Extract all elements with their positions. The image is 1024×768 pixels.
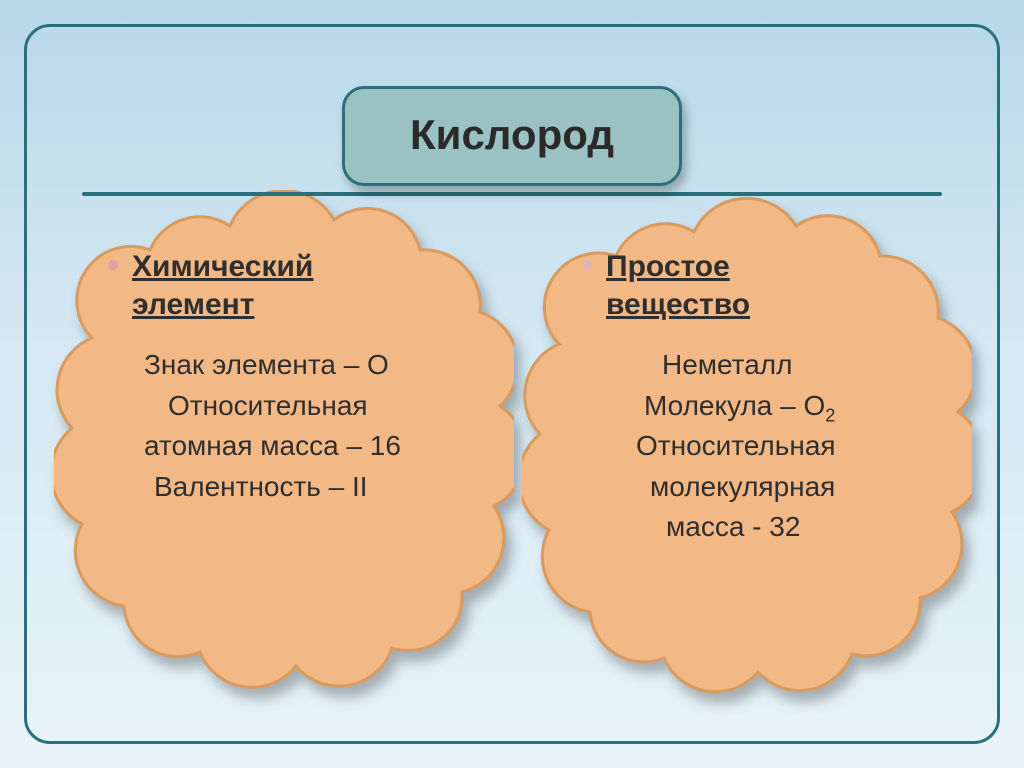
right-line-2-sub: 2 (825, 405, 835, 425)
right-line-3a: Относительная (636, 426, 952, 467)
right-cloud-content: Простое вещество Неметалл Молекула – O2 … (582, 248, 952, 548)
right-heading: Простое вещество (606, 248, 750, 323)
left-line-2b: атомная масса – 16 (144, 426, 488, 467)
right-heading-line2: вещество (606, 288, 750, 321)
left-heading: Химический элемент (132, 248, 313, 323)
right-line-1: Неметалл (662, 345, 952, 386)
left-heading-line2: элемент (132, 288, 254, 321)
left-line-2a: Относительная (168, 386, 488, 427)
right-line-3c: масса - 32 (666, 507, 952, 548)
slide-title: Кислород (342, 86, 682, 186)
bullet-icon (108, 260, 118, 270)
left-line-1: Знак элемента – O (144, 345, 488, 386)
title-underline (82, 192, 942, 196)
right-line-3b: молекулярная (650, 467, 952, 508)
right-heading-line1: Простое (606, 250, 730, 283)
right-line-2-pre: Молекула – O (644, 390, 825, 421)
left-heading-line1: Химический (132, 250, 313, 283)
right-body: Неметалл Молекула – O2 Относительная мол… (662, 345, 952, 548)
left-line-3: Валентность – II (154, 467, 488, 508)
bullet-icon (582, 260, 592, 270)
left-cloud-content: Химический элемент Знак элемента – O Отн… (108, 248, 488, 507)
left-body: Знак элемента – O Относительная атомная … (144, 345, 488, 507)
right-line-2: Молекула – O2 (644, 386, 952, 427)
